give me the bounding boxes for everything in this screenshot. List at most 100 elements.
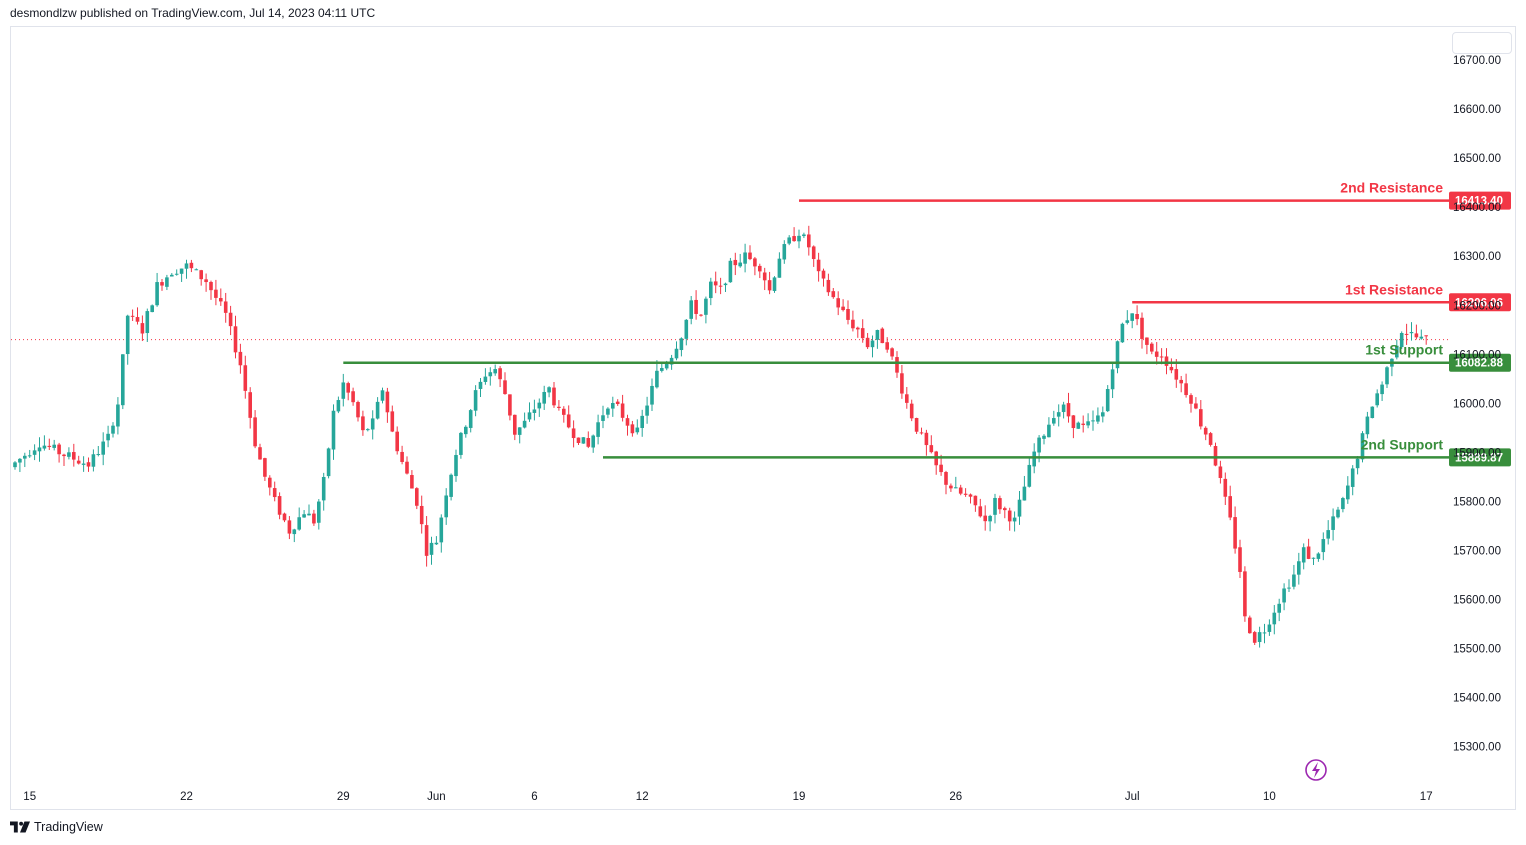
- candle-body: [998, 498, 1002, 510]
- level-label-s2: 2nd Support: [1361, 436, 1444, 452]
- candle-body: [444, 495, 448, 518]
- candle-body: [1135, 314, 1139, 320]
- candle-body: [949, 485, 953, 489]
- candle-body: [513, 414, 517, 435]
- candle-body: [272, 488, 277, 498]
- scale-toggle-button[interactable]: [1452, 32, 1512, 54]
- time-axis[interactable]: 15 22 29 Jun 6 12 19 26 Jul 10 17: [23, 791, 1432, 803]
- candle-body: [811, 246, 816, 260]
- candle-body: [464, 426, 468, 435]
- candle-body: [302, 514, 306, 518]
- candle-body: [1321, 539, 1326, 553]
- candle-body: [758, 265, 762, 272]
- candle-body: [807, 234, 811, 248]
- candle-body: [478, 381, 483, 389]
- candle-body: [669, 357, 674, 365]
- candle-body: [1125, 320, 1130, 323]
- candle-body: [1282, 588, 1286, 603]
- candle-body: [189, 262, 194, 269]
- candle-body: [606, 408, 610, 415]
- candle-body: [1012, 517, 1017, 522]
- candle-body: [385, 391, 390, 413]
- candle-body: [18, 458, 22, 463]
- candle-body: [1399, 333, 1404, 348]
- candle-body: [321, 476, 326, 501]
- candle-body: [983, 515, 987, 522]
- candle-body: [1380, 384, 1384, 395]
- candle-body: [767, 280, 772, 291]
- candle-body: [473, 390, 478, 411]
- candle-body: [581, 437, 586, 444]
- candle-body: [57, 444, 61, 455]
- candle-body: [640, 415, 644, 429]
- candle-body: [395, 431, 399, 452]
- candle-body: [287, 520, 292, 534]
- candle-body: [1101, 412, 1105, 417]
- level-label-r1: 1st Resistance: [1345, 281, 1443, 297]
- candle-body: [635, 427, 640, 433]
- price-chart[interactable]: 2nd Resistance 16413.40 1st Resistance 1620…: [11, 27, 1515, 809]
- time-tick-label: 19: [793, 791, 806, 803]
- candle-body: [1130, 313, 1134, 321]
- candle-body: [1301, 547, 1306, 563]
- candle-body: [875, 330, 880, 340]
- candle-body: [797, 235, 801, 242]
- candle-body: [1042, 435, 1046, 439]
- candle-body: [1243, 571, 1247, 617]
- price-tick-label: 15600.00: [1453, 595, 1501, 607]
- candle-body: [233, 326, 238, 353]
- candle-body: [650, 385, 654, 405]
- publisher-caption: desmondlzw published on TradingView.com,…: [10, 6, 376, 20]
- candle-body: [106, 433, 110, 441]
- candle-body: [738, 262, 742, 267]
- candle-body: [282, 513, 287, 521]
- candle-body: [248, 392, 252, 418]
- candle-body: [684, 319, 689, 339]
- candle-body: [743, 252, 747, 264]
- chart-panel[interactable]: 2nd Resistance 16413.40 1st Resistance 1620…: [10, 26, 1516, 810]
- candle-body: [591, 435, 595, 448]
- candle-body: [96, 454, 101, 456]
- candle-body: [351, 391, 355, 403]
- price-tick-label: 15300.00: [1453, 742, 1501, 754]
- candle-body: [1365, 416, 1370, 435]
- candle-body: [777, 258, 782, 278]
- candle-body: [851, 319, 855, 329]
- candle-body: [405, 461, 409, 474]
- candle-body: [1076, 422, 1081, 429]
- candle-body: [375, 401, 380, 419]
- candle-body: [1267, 624, 1272, 632]
- candle-body: [596, 422, 600, 437]
- candle-body: [939, 464, 943, 473]
- candlestick-series: [13, 225, 1428, 648]
- candle-body: [689, 300, 693, 319]
- candle-body: [1262, 632, 1267, 634]
- candle-body: [130, 315, 135, 317]
- candle-body: [973, 495, 978, 506]
- candle-body: [1022, 486, 1027, 501]
- candle-body: [1414, 333, 1419, 338]
- candle-body: [856, 327, 860, 330]
- lightning-icon[interactable]: [1305, 759, 1327, 781]
- time-tick-label: 15: [23, 791, 36, 803]
- candle-body: [968, 494, 973, 497]
- candle-body: [1159, 356, 1164, 358]
- candle-body: [1189, 395, 1193, 404]
- candle-body: [552, 387, 556, 406]
- candle-body: [503, 380, 507, 395]
- candle-body: [860, 328, 865, 339]
- price-badge-r1: [1449, 293, 1511, 312]
- candle-body: [557, 406, 561, 408]
- footer-brand-text: TradingView: [34, 820, 103, 834]
- candle-body: [214, 289, 218, 298]
- candle-body: [1052, 418, 1056, 424]
- candle-body: [1091, 420, 1095, 422]
- candle-body: [914, 417, 919, 432]
- candle-body: [1066, 403, 1071, 417]
- price-axis[interactable]: 15300.00 15400.00 15500.00 15600.00 15700.00…: [1453, 55, 1501, 754]
- candle-body: [880, 328, 885, 344]
- candle-body: [258, 447, 262, 460]
- candle-body: [547, 387, 551, 393]
- candle-body: [728, 260, 733, 283]
- candle-body: [890, 348, 894, 357]
